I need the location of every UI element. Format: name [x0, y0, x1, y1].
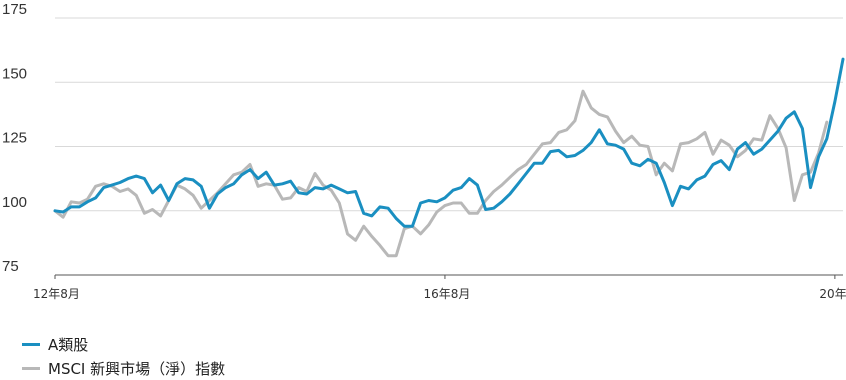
series-line-a-class [53, 57, 845, 228]
x-tick-label: 20年7月 [819, 287, 846, 300]
x-axis-ticks: 12年8月 16年8月 20年7月 [33, 275, 846, 300]
y-tick-label-125: 125 [2, 130, 27, 147]
y-tick-label-100: 100 [2, 194, 27, 211]
x-tick-label: 12年8月 [33, 287, 80, 300]
gridlines [55, 17, 843, 276]
legend-swatch-msci-em [22, 366, 40, 370]
y-tick-label-75: 75 [2, 258, 19, 275]
y-tick-label-150: 150 [2, 65, 27, 82]
legend-label-a-class: A類股 [48, 335, 89, 354]
y-axis-ticks: 75 100 125 150 175 [2, 1, 27, 275]
legend-item-a-class: A類股 [22, 332, 225, 356]
y-tick-label-175: 175 [2, 1, 27, 18]
x-tick-label: 16年8月 [423, 287, 470, 300]
legend: A類股 MSCI 新興市場（淨）指數 [22, 332, 225, 380]
line-chart: 75 100 125 150 175 12年8月 16年8月 20年7月 [2, 1, 846, 300]
legend-swatch-a-class [22, 342, 40, 346]
series-lines [53, 57, 845, 258]
legend-item-msci-em: MSCI 新興市場（淨）指數 [22, 356, 225, 380]
legend-label-msci-em: MSCI 新興市場（淨）指數 [48, 359, 226, 378]
series-line-msci-em [53, 89, 829, 258]
